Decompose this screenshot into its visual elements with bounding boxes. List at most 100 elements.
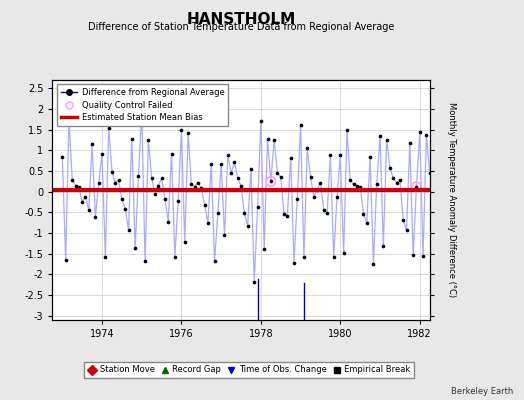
Point bbox=[78, 199, 86, 205]
Point bbox=[267, 178, 275, 184]
Point bbox=[277, 174, 285, 180]
Point bbox=[111, 180, 119, 186]
Point bbox=[194, 180, 202, 186]
Point bbox=[363, 220, 371, 226]
Legend: Difference from Regional Average, Quality Control Failed, Estimated Station Mean: Difference from Regional Average, Qualit… bbox=[57, 84, 228, 126]
Point bbox=[94, 180, 103, 186]
Point bbox=[134, 173, 143, 179]
Point bbox=[141, 258, 149, 264]
Point bbox=[300, 254, 308, 260]
Point bbox=[346, 177, 354, 183]
Point bbox=[65, 116, 73, 122]
Point bbox=[75, 184, 83, 190]
Point bbox=[402, 226, 411, 233]
Point bbox=[429, 173, 437, 179]
Point bbox=[234, 175, 242, 182]
Point bbox=[197, 185, 205, 192]
Point bbox=[425, 170, 434, 176]
Point bbox=[386, 164, 394, 171]
Point bbox=[412, 184, 421, 190]
Point bbox=[147, 175, 156, 182]
Point bbox=[310, 194, 318, 200]
Point bbox=[244, 222, 252, 229]
Point bbox=[181, 239, 189, 246]
Point bbox=[101, 254, 110, 260]
Point bbox=[287, 154, 295, 161]
Point bbox=[161, 196, 169, 202]
Point bbox=[307, 174, 315, 180]
Point bbox=[412, 184, 421, 190]
Point bbox=[71, 182, 80, 189]
Point bbox=[366, 153, 374, 160]
Text: Berkeley Earth: Berkeley Earth bbox=[451, 387, 514, 396]
Point bbox=[114, 177, 123, 183]
Point bbox=[187, 181, 195, 188]
Point bbox=[270, 137, 278, 143]
Point bbox=[214, 210, 222, 216]
Point bbox=[108, 169, 116, 175]
Point bbox=[442, 174, 451, 180]
Point bbox=[204, 220, 212, 226]
Point bbox=[201, 202, 209, 208]
Point bbox=[399, 217, 407, 223]
Point bbox=[124, 226, 133, 233]
Point bbox=[283, 212, 291, 219]
Point bbox=[356, 184, 364, 190]
Point bbox=[290, 260, 298, 266]
Point bbox=[210, 258, 219, 264]
Point bbox=[379, 243, 388, 250]
Text: HANSTHOLM: HANSTHOLM bbox=[187, 12, 296, 27]
Point bbox=[333, 194, 341, 200]
Point bbox=[164, 218, 172, 225]
Point bbox=[58, 153, 67, 160]
Point bbox=[220, 232, 228, 238]
Point bbox=[217, 160, 225, 167]
Point bbox=[240, 210, 248, 216]
Point bbox=[171, 254, 179, 260]
Point bbox=[359, 211, 368, 218]
Point bbox=[422, 132, 431, 138]
Point bbox=[343, 127, 351, 134]
Point bbox=[227, 170, 235, 176]
Point bbox=[207, 160, 215, 167]
Point bbox=[260, 246, 268, 252]
Point bbox=[419, 253, 427, 259]
Point bbox=[316, 180, 325, 186]
Point bbox=[280, 211, 288, 218]
Point bbox=[184, 130, 192, 136]
Point bbox=[416, 128, 424, 135]
Point bbox=[191, 184, 199, 190]
Point bbox=[389, 175, 398, 182]
Point bbox=[230, 159, 238, 165]
Point bbox=[303, 145, 311, 152]
Point bbox=[323, 210, 331, 216]
Point bbox=[88, 141, 96, 147]
Y-axis label: Monthly Temperature Anomaly Difference (°C): Monthly Temperature Anomaly Difference (… bbox=[447, 102, 456, 298]
Point bbox=[177, 127, 185, 134]
Point bbox=[267, 178, 275, 184]
Point bbox=[257, 117, 265, 124]
Point bbox=[144, 137, 152, 143]
Point bbox=[340, 250, 348, 256]
Point bbox=[237, 182, 245, 189]
Point bbox=[84, 207, 93, 214]
Point bbox=[373, 181, 381, 188]
Point bbox=[154, 182, 162, 189]
Point bbox=[353, 182, 361, 189]
Point bbox=[273, 170, 281, 176]
Text: Difference of Station Temperature Data from Regional Average: Difference of Station Temperature Data f… bbox=[88, 22, 394, 32]
Point bbox=[224, 152, 232, 158]
Point bbox=[157, 175, 166, 182]
Point bbox=[369, 261, 378, 267]
Point bbox=[91, 214, 100, 220]
Point bbox=[264, 136, 272, 142]
Point bbox=[435, 177, 444, 183]
Point bbox=[81, 194, 90, 200]
Point bbox=[61, 257, 70, 263]
Point bbox=[254, 204, 262, 211]
Point bbox=[121, 206, 129, 212]
Point bbox=[167, 150, 176, 157]
Point bbox=[174, 198, 182, 204]
Point bbox=[138, 109, 146, 116]
Point bbox=[250, 279, 258, 285]
